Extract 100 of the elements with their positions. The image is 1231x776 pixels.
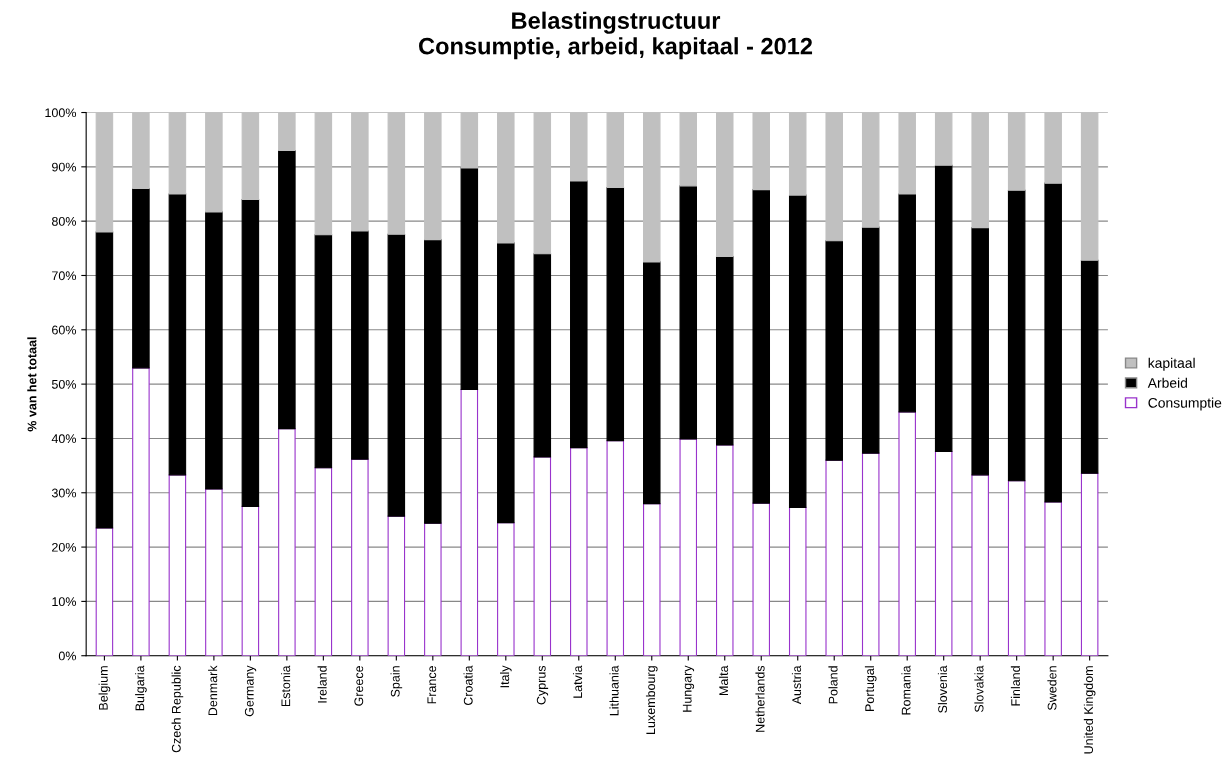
- bar: [351, 230, 369, 460]
- bar: [132, 367, 150, 656]
- bar: [387, 515, 406, 656]
- x-tick-label: Czech Republic: [171, 665, 184, 753]
- bar: [460, 112, 479, 169]
- bar: [570, 447, 588, 656]
- bar: [861, 226, 880, 454]
- bar: [95, 112, 114, 233]
- bar: [241, 198, 260, 507]
- bar: [314, 234, 333, 469]
- x-tick-label: Sweden: [1047, 666, 1057, 711]
- chart-subtitle: Consumptie, arbeid, kapitaal - 2012: [419, 37, 813, 60]
- y-tick-label: 100%: [45, 108, 76, 118]
- bar: [205, 488, 223, 656]
- bar: [314, 112, 333, 236]
- bar: [533, 456, 552, 656]
- bar: [570, 112, 588, 182]
- bar: [679, 438, 698, 656]
- bar: [934, 450, 953, 656]
- x-tick-label: Austria: [791, 665, 802, 705]
- y-tick-label: 30%: [51, 488, 76, 498]
- bar: [1080, 112, 1099, 261]
- bar: [679, 112, 698, 187]
- bar: [715, 255, 734, 446]
- bar: [424, 522, 442, 656]
- x-tick-label: Hungary: [682, 665, 695, 712]
- bar: [460, 167, 479, 391]
- bar: [241, 112, 260, 200]
- x-tick-label: Malta: [718, 665, 729, 695]
- bar: [679, 185, 698, 440]
- bar: [168, 193, 187, 476]
- y-tick-label: 40%: [51, 434, 76, 444]
- bar: [1044, 112, 1062, 184]
- x-tick-label: Cyprus: [536, 665, 549, 705]
- bar: [752, 112, 771, 191]
- x-tick-label: Italy: [499, 665, 512, 688]
- bar: [1044, 501, 1062, 656]
- x-tick-label: Ireland: [317, 666, 327, 703]
- bar: [424, 239, 442, 524]
- bar: [497, 522, 515, 656]
- bar: [497, 112, 515, 244]
- bar: [168, 474, 187, 656]
- bar: [533, 253, 552, 458]
- x-tick-label: Spain: [390, 666, 403, 697]
- bar: [715, 112, 734, 258]
- bar: [606, 440, 625, 656]
- bar: [898, 411, 916, 656]
- bar: [752, 502, 771, 656]
- bar: [241, 505, 260, 656]
- bar: [387, 233, 406, 517]
- legend-label: Consumptie: [1148, 397, 1222, 411]
- bar: [460, 388, 479, 656]
- x-tick-label: Netherlands: [755, 665, 765, 732]
- y-tick-label: 50%: [51, 379, 76, 389]
- bar: [788, 112, 807, 196]
- x-tick-label: Latvia: [572, 665, 583, 698]
- x-tick-label: Luxembourg: [645, 666, 658, 734]
- bar: [971, 227, 989, 476]
- bar: [971, 474, 989, 656]
- bar: [606, 112, 625, 189]
- x-tick-label: Slovenia: [937, 665, 948, 713]
- x-tick-label: Lithuania: [609, 665, 619, 716]
- y-axis-title: % van het totaal: [27, 337, 37, 432]
- bar: [132, 188, 150, 369]
- bar: [387, 112, 406, 235]
- x-tick-label: France: [427, 665, 437, 704]
- x-tick-label: Belgium: [98, 666, 111, 710]
- x-tick-label: Bulgaria: [135, 665, 147, 711]
- bar: [643, 112, 661, 263]
- x-tick-label: Poland: [828, 666, 838, 704]
- bar: [95, 527, 114, 656]
- bar: [752, 189, 771, 504]
- bar: [715, 444, 734, 656]
- x-tick-label: Croatia: [463, 665, 473, 706]
- legend-label: Arbeid: [1147, 377, 1187, 388]
- bar: [861, 112, 880, 228]
- bar: [643, 261, 661, 505]
- bar: [351, 112, 369, 232]
- bar: [278, 428, 296, 656]
- bar: [424, 112, 442, 241]
- x-tick-label: Estonia: [281, 665, 291, 707]
- chart-title: Belastingstructuur: [512, 11, 721, 34]
- bar: [1044, 182, 1062, 503]
- bar: [1007, 480, 1026, 656]
- bar: [934, 164, 953, 453]
- bar: [278, 149, 296, 430]
- bar: [278, 112, 296, 152]
- bar: [132, 112, 150, 190]
- x-tick-label: Denmark: [208, 665, 218, 716]
- bar: [898, 193, 916, 413]
- bar: [971, 112, 989, 229]
- x-tick-label: Romania: [901, 665, 911, 715]
- legend-label: kapitaal: [1148, 357, 1195, 371]
- y-tick-label: 10%: [52, 597, 76, 607]
- bar: [1007, 189, 1026, 482]
- bar: [825, 112, 843, 242]
- y-tick-label: 0%: [58, 651, 76, 661]
- bar: [825, 240, 843, 461]
- bar: [168, 112, 187, 195]
- x-tick-label: United Kingdom: [1083, 666, 1096, 754]
